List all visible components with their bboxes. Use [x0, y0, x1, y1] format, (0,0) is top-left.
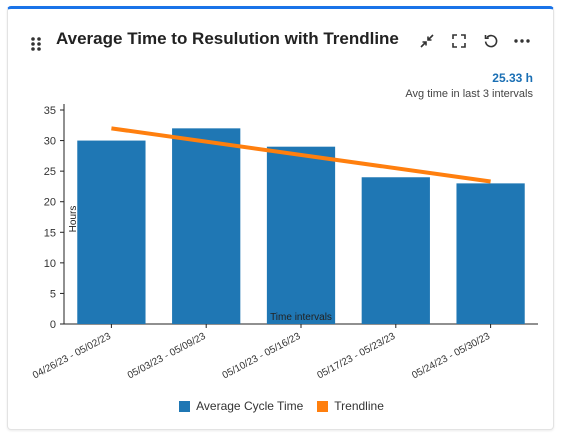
- bar-chart: 0 5 10 15 20 25 30 35 04/26/23 - 05/02/23 05/03/2…: [31, 104, 538, 382]
- avg-time-label: Avg time in last 3 intervals: [405, 88, 533, 100]
- legend-item-bars[interactable]: Average Cycle Time: [179, 399, 303, 413]
- legend-label-trend: Trendline: [334, 399, 384, 413]
- x-axis-title: Time intervals: [270, 312, 332, 323]
- bar: [361, 177, 430, 324]
- bar: [456, 183, 525, 324]
- refresh-icon: [484, 34, 498, 48]
- y-tick-label: 35: [44, 105, 56, 117]
- collapse-icon: [420, 34, 434, 48]
- refresh-button[interactable]: [480, 30, 502, 52]
- legend-swatch-trend: [317, 400, 329, 412]
- x-tick-label: 04/26/23 - 05/02/23: [31, 331, 113, 382]
- bar: [172, 128, 241, 324]
- avg-time-value: 25.33 h: [492, 71, 533, 85]
- fullscreen-button[interactable]: [448, 30, 470, 52]
- collapse-button[interactable]: [416, 30, 438, 52]
- x-tick-label: 05/03/23 - 05/09/23: [126, 331, 208, 382]
- trendline: [111, 126, 491, 184]
- x-tick-label: 05/10/23 - 05/16/23: [221, 331, 303, 382]
- y-tick-label: 0: [50, 319, 56, 331]
- legend-label-bars: Average Cycle Time: [196, 399, 304, 413]
- y-tick-label: 10: [44, 258, 56, 270]
- drag-handle-icon[interactable]: [30, 36, 42, 52]
- fullscreen-icon: [452, 34, 466, 48]
- more-options-icon: [514, 39, 530, 43]
- x-tick-label: 05/17/23 - 05/23/23: [315, 331, 397, 382]
- more-options-button[interactable]: [511, 30, 533, 52]
- y-axis-title: Hours: [68, 206, 79, 233]
- legend-item-trend[interactable]: Trendline: [317, 399, 384, 413]
- avg-summary: 25.33 h Avg time in last 3 intervals: [405, 71, 533, 100]
- bar: [77, 140, 146, 324]
- chart-legend: Average Cycle Time Trendline: [8, 399, 555, 413]
- widget-title: Average Time to Resulution with Trendlin…: [56, 29, 399, 48]
- chart-widget-card: Average Time to Resulution with Trendlin…: [7, 6, 554, 430]
- y-tick-label: 30: [44, 136, 56, 148]
- widget-header: Average Time to Resulution with Trendlin…: [8, 9, 553, 59]
- bar: [266, 146, 336, 324]
- legend-swatch-bars: [179, 400, 191, 412]
- y-tick-label: 20: [44, 197, 56, 209]
- y-tick-label: 15: [44, 227, 56, 239]
- x-tick-label: 05/24/23 - 05/30/23: [410, 331, 492, 382]
- y-tick-label: 25: [44, 166, 56, 178]
- y-tick-label: 5: [50, 288, 56, 300]
